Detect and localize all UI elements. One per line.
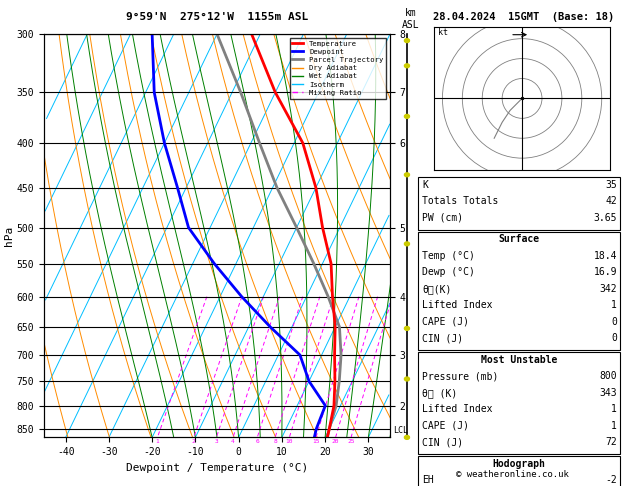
Text: 2: 2 [192,439,196,444]
Text: 35: 35 [605,180,617,190]
Text: 10: 10 [286,439,293,444]
Text: 342: 342 [599,284,617,294]
Text: Hodograph: Hodograph [493,459,545,469]
Text: K: K [422,180,428,190]
Text: PW (cm): PW (cm) [422,213,463,223]
Text: 0: 0 [611,317,617,327]
Text: θᴄ (K): θᴄ (K) [422,388,457,398]
Text: -2: -2 [605,475,617,486]
Text: Lifted Index: Lifted Index [422,300,493,311]
Text: Pressure (mb): Pressure (mb) [422,371,498,382]
Text: Dewp (°C): Dewp (°C) [422,267,475,278]
Text: 25: 25 [347,439,355,444]
Text: 1: 1 [611,421,617,431]
Text: 1: 1 [611,404,617,415]
Text: kt: kt [438,28,448,37]
Text: EH: EH [422,475,434,486]
Text: CIN (J): CIN (J) [422,437,463,448]
Text: CIN (J): CIN (J) [422,333,463,344]
Text: Surface: Surface [498,234,540,244]
Legend: Temperature, Dewpoint, Parcel Trajectory, Dry Adiabat, Wet Adiabat, Isotherm, Mi: Temperature, Dewpoint, Parcel Trajectory… [289,37,386,99]
Text: © weatheronline.co.uk: © weatheronline.co.uk [456,469,569,479]
Text: 15: 15 [312,439,320,444]
Text: 20: 20 [332,439,339,444]
Text: 1: 1 [611,300,617,311]
Text: LCL: LCL [394,426,408,435]
Text: 9°59'N  275°12'W  1155m ASL: 9°59'N 275°12'W 1155m ASL [126,12,308,22]
Text: CAPE (J): CAPE (J) [422,317,469,327]
Text: 16.9: 16.9 [594,267,617,278]
Text: 3.65: 3.65 [594,213,617,223]
Text: 72: 72 [605,437,617,448]
Text: 800: 800 [599,371,617,382]
Text: 42: 42 [605,196,617,207]
Text: Temp (°C): Temp (°C) [422,251,475,261]
Text: 8: 8 [273,439,277,444]
Y-axis label: hPa: hPa [4,226,14,246]
Text: km
ASL: km ASL [402,8,420,30]
Text: 28.04.2024  15GMT  (Base: 18): 28.04.2024 15GMT (Base: 18) [433,12,615,22]
Text: 18.4: 18.4 [594,251,617,261]
Text: 3: 3 [214,439,218,444]
Text: 1: 1 [155,439,159,444]
Text: θᴄ(K): θᴄ(K) [422,284,452,294]
Text: Totals Totals: Totals Totals [422,196,498,207]
Text: Lifted Index: Lifted Index [422,404,493,415]
Text: 343: 343 [599,388,617,398]
Text: 0: 0 [611,333,617,344]
Text: Most Unstable: Most Unstable [481,355,557,365]
Text: 6: 6 [255,439,259,444]
X-axis label: Dewpoint / Temperature (°C): Dewpoint / Temperature (°C) [126,463,308,473]
Text: CAPE (J): CAPE (J) [422,421,469,431]
Text: 4: 4 [231,439,235,444]
